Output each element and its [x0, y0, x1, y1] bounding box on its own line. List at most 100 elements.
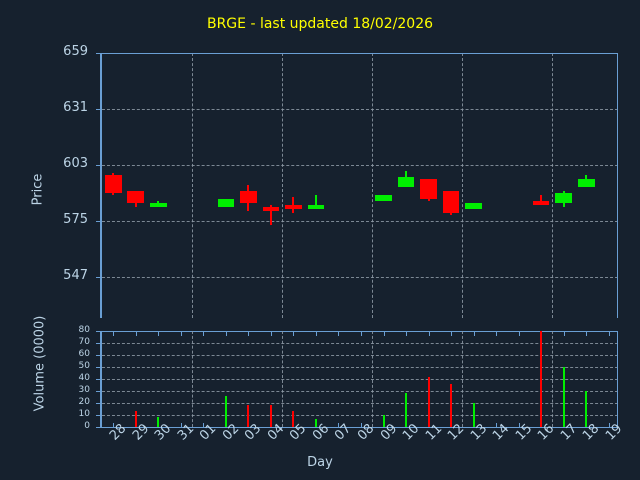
volume-bar-16: [540, 331, 543, 427]
candlestick-16: [532, 201, 550, 205]
price-gridline: [102, 221, 618, 222]
volume-bar-18: [585, 391, 588, 427]
volume-gridline: [102, 355, 618, 356]
day-axis-tick: [361, 423, 362, 428]
volume-bar-02: [224, 395, 227, 427]
day-axis-tick-top: [158, 331, 160, 336]
day-axis-tick-top: [135, 331, 137, 336]
volume-axis-label: 70: [78, 337, 90, 347]
volume-axis-label: 30: [78, 385, 90, 395]
candlestick-11: [420, 179, 437, 199]
price-plot-area: [96, 53, 618, 318]
candlestick-09: [375, 195, 392, 201]
day-axis-tick: [608, 423, 610, 428]
volume-bar-06: [314, 418, 317, 427]
volume-axis-label: 10: [78, 409, 90, 419]
volume-axis-label: 80: [78, 325, 90, 335]
day-axis-title: Day: [307, 455, 333, 470]
volume-gridline-vertical: [192, 331, 194, 427]
price-axis-tick: [96, 277, 102, 278]
volume-gridline: [102, 427, 618, 428]
day-axis-tick-top: [338, 331, 340, 336]
price-gridline-vertical: [192, 53, 194, 318]
day-axis-tick-top: [563, 331, 565, 336]
volume-gridline: [102, 367, 618, 368]
price-axis-label: 631: [63, 100, 88, 115]
candlestick-04: [262, 207, 280, 211]
candlestick-10: [397, 177, 415, 187]
volume-gridline: [102, 379, 618, 380]
day-axis-tick-top: [383, 331, 385, 336]
candle-wick: [540, 195, 543, 205]
volume-gridline-vertical: [282, 331, 284, 427]
price-gridline-vertical: [462, 53, 464, 318]
candlestick-18: [577, 179, 595, 187]
volume-axis-label: 40: [78, 373, 90, 383]
day-axis-tick-top: [518, 331, 520, 336]
volume-gridline: [102, 331, 618, 332]
volume-axis-tick: [96, 355, 102, 356]
candlestick-29: [127, 191, 145, 203]
price-axis-label: 547: [63, 268, 88, 283]
volume-bar-10: [405, 393, 408, 427]
volume-axis-tick: [96, 343, 102, 344]
volume-gridline: [102, 391, 618, 392]
volume-gridline: [102, 415, 618, 416]
price-axis-tick: [96, 53, 102, 54]
day-axis-tick-top: [113, 331, 115, 336]
day-axis-tick: [113, 423, 115, 428]
volume-bar-12: [450, 383, 453, 427]
candlestick-02: [217, 199, 235, 207]
candlestick-13: [465, 203, 482, 209]
price-panel-top-frame: [102, 53, 618, 54]
candlestick-17: [555, 193, 573, 203]
volume-bar-04: [269, 405, 272, 427]
volume-axis-label: 20: [78, 397, 90, 407]
candlestick-12: [442, 191, 460, 213]
day-axis-tick: [518, 423, 520, 428]
price-axis-tick: [96, 221, 102, 222]
chart-title: BRGE - last updated 18/02/2026: [206, 16, 434, 32]
volume-bar-17: [562, 367, 565, 427]
day-axis-tick: [180, 423, 182, 428]
price-gridline-vertical: [372, 53, 374, 318]
day-axis-tick-top: [270, 331, 272, 336]
volume-axis-tick: [96, 331, 102, 332]
volume-bar-13: [472, 403, 475, 427]
volume-plot-area: [96, 331, 618, 428]
candlestick-05: [285, 205, 302, 209]
day-axis-tick-top: [361, 331, 362, 336]
day-axis-tick: [496, 423, 498, 428]
candle-wick: [269, 205, 272, 225]
volume-axis-tick: [96, 427, 102, 428]
volume-bar-03: [247, 405, 250, 427]
volume-bar-29: [134, 411, 137, 427]
volume-gridline: [102, 403, 618, 404]
volume-axis-tick: [96, 403, 102, 404]
day-axis-tick-top: [180, 331, 182, 336]
volume-gridline-vertical: [552, 331, 554, 427]
volume-axis-tick: [96, 391, 102, 392]
price-gridline: [102, 165, 618, 166]
price-axis-title: Price: [30, 173, 46, 206]
price-panel-frame: [617, 53, 618, 318]
volume-axis-tick: [96, 379, 102, 380]
price-axis-label: 575: [63, 212, 88, 227]
price-gridline-vertical: [552, 53, 554, 318]
volume-axis-label: 0: [84, 421, 90, 431]
day-axis-tick-top: [203, 331, 205, 336]
day-axis-tick: [203, 423, 205, 428]
day-axis-tick-top: [473, 331, 475, 336]
price-axis-tick: [96, 109, 102, 110]
price-axis-tick: [96, 165, 102, 166]
candle-wick: [314, 195, 317, 209]
volume-bar-11: [427, 376, 430, 427]
day-axis-tick-top: [248, 331, 250, 336]
day-axis-tick-top: [586, 331, 588, 336]
day-axis-tick-top: [608, 331, 610, 336]
day-axis-tick-top: [406, 331, 408, 336]
price-axis-label: 659: [63, 44, 88, 59]
price-axis-label: 603: [63, 156, 88, 171]
day-axis-tick-top: [225, 331, 227, 336]
